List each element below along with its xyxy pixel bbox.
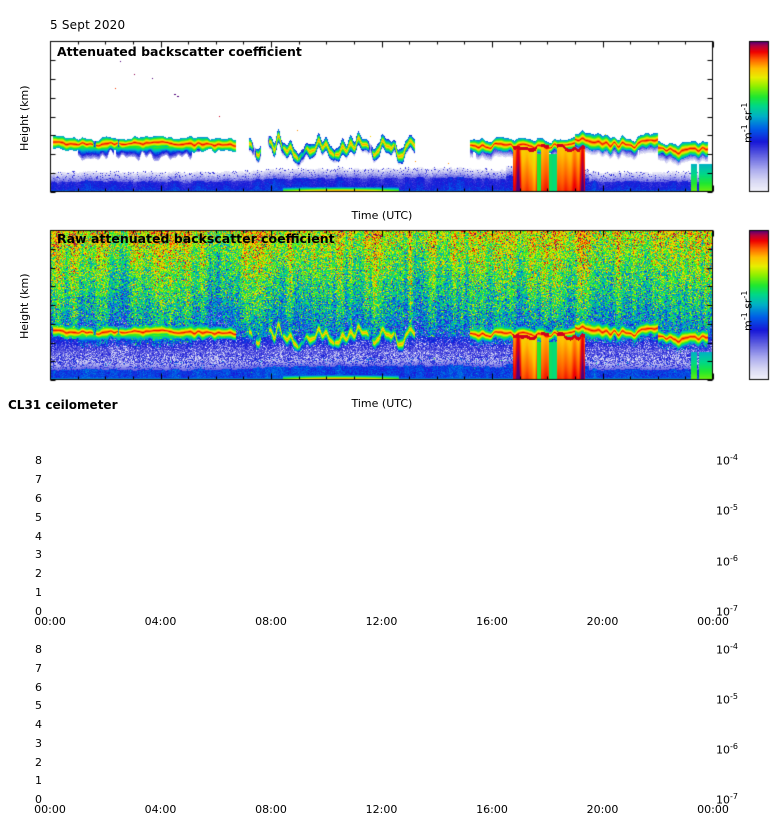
date-label: 5 Sept 2020: [50, 18, 126, 32]
colorbar-tick-bottom-0: 10-4: [716, 642, 738, 657]
y-tick-bottom-4: 4: [35, 718, 42, 731]
y-tick-top-6: 6: [35, 491, 42, 505]
y-tick-bottom-3: 3: [35, 736, 42, 750]
y-tick-bottom-2: 2: [35, 755, 42, 769]
x-tick-top-1: 04:00: [144, 615, 177, 628]
x-tick-bottom-0: 00:00: [34, 803, 66, 816]
colorbar-tick-bottom-1: 10-5: [716, 692, 738, 707]
y-tick-top-5: 5: [35, 510, 42, 524]
ceilometer-plot-canvas: [0, 0, 780, 420]
x-tick-bottom-4: 16:00: [476, 803, 508, 816]
y-tick-top-8: 8: [35, 454, 42, 467]
y-tick-top-3: 3: [35, 548, 42, 562]
colorbar-tick-bottom-3: 10-7: [716, 792, 738, 807]
x-tick-top-5: 20:00: [586, 615, 619, 628]
x-axis-label-bottom: Time (UTC): [351, 397, 413, 410]
colorbar-tick-top-2: 10-6: [716, 553, 738, 569]
x-tick-bottom-2: 08:00: [255, 803, 287, 816]
y-axis-label-top: Height (km): [18, 84, 31, 151]
colorbar-tick-bottom-2: 10-6: [716, 742, 738, 757]
colorbar-tick-top-1: 10-5: [716, 503, 738, 518]
x-tick-top-0: 00:00: [34, 615, 66, 628]
x-tick-bottom-3: 12:00: [365, 803, 398, 816]
x-tick-top-4: 16:00: [476, 615, 508, 628]
y-tick-bottom-5: 5: [35, 699, 42, 713]
y-tick-top-1: 1: [35, 586, 42, 600]
x-tick-bottom-1: 04:00: [144, 803, 177, 816]
y-tick-bottom-6: 6: [35, 680, 42, 694]
y-tick-bottom-1: 1: [35, 774, 42, 788]
y-tick-top-4: 4: [35, 529, 42, 543]
y-tick-top-2: 2: [35, 567, 42, 581]
panel-title-raw-attenuated-backscatter: Raw attenuated backscatter coefficient: [57, 231, 335, 246]
y-axis-label-bottom: Height (km): [18, 273, 31, 339]
y-tick-bottom-7: 7: [35, 661, 42, 675]
x-tick-top-3: 12:00: [365, 615, 398, 628]
x-tick-top-2: 08:00: [255, 615, 287, 628]
colorbar-unit-bottom: m-1 sr-1: [740, 290, 755, 331]
panel-title-attenuated-backscatter: Attenuated backscatter coefficient: [57, 44, 302, 59]
x-axis-label-top: Time (UTC): [351, 209, 413, 222]
x-tick-bottom-5: 20:00: [586, 803, 619, 816]
y-tick-bottom-8: 8: [35, 643, 42, 656]
instrument-caption: CL31 ceilometer: [8, 398, 118, 412]
y-tick-top-7: 7: [35, 472, 42, 486]
colorbar-tick-top-0: 10-4: [716, 453, 738, 468]
colorbar-tick-top-3: 10-7: [716, 604, 738, 619]
colorbar-unit-top: m-1 sr-1: [740, 102, 755, 143]
